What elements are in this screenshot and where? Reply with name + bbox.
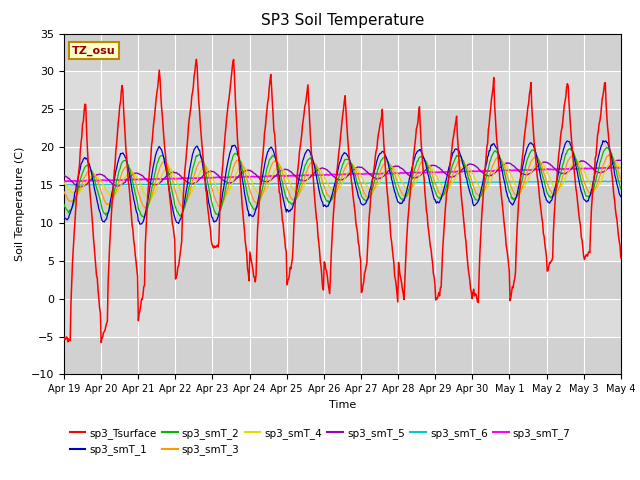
Legend: sp3_Tsurface, sp3_smT_1, sp3_smT_2, sp3_smT_3, sp3_smT_4, sp3_smT_5, sp3_smT_6, : sp3_Tsurface, sp3_smT_1, sp3_smT_2, sp3_…	[65, 424, 575, 459]
Bar	[64, 34, 621, 72]
Bar	[64, 109, 621, 147]
Bar	[64, 185, 621, 223]
Text: TZ_osu: TZ_osu	[72, 46, 116, 56]
Title: SP3 Soil Temperature: SP3 Soil Temperature	[260, 13, 424, 28]
Y-axis label: Soil Temperature (C): Soil Temperature (C)	[15, 147, 26, 261]
Bar	[64, 261, 621, 299]
Bar	[64, 336, 621, 374]
X-axis label: Time: Time	[329, 400, 356, 409]
